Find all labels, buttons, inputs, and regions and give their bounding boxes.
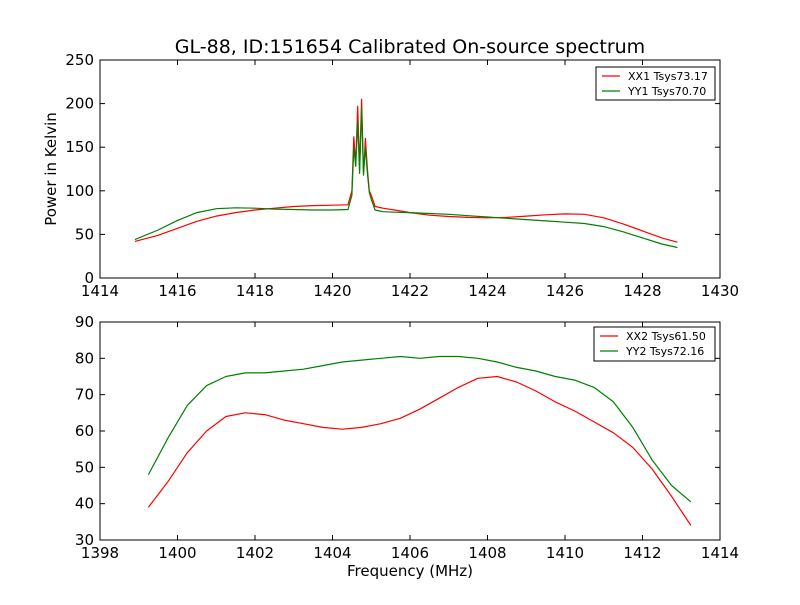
chart-top-title: GL-88, ID:151654 Calibrated On-source sp… — [175, 36, 645, 58]
chart-bottom-xlabel: Frequency (MHz) — [347, 562, 473, 580]
chart-bottom-xtick-label: 1398 — [81, 544, 119, 562]
chart-top-ytick-label: 250 — [65, 51, 94, 69]
chart-top-ytick-label: 150 — [65, 138, 94, 156]
chart-top-ytick-label: 50 — [75, 225, 94, 243]
chart-bottom: Frequency (MHz) 1398 1400 1402 1404 1406 1408… — [75, 313, 739, 580]
chart-top-xtick-label: 1428 — [623, 282, 661, 300]
chart-top-ylabel: Power in Kelvin — [42, 112, 60, 226]
chart-bottom-xtick-label: 1408 — [468, 544, 506, 562]
chart-bottom-xtick-label: 1412 — [623, 544, 661, 562]
chart-top-xtick-label: 1426 — [546, 282, 584, 300]
chart-bottom-series-0-line — [147, 375, 692, 526]
chart-bottom-ytick-label: 80 — [75, 349, 94, 367]
chart-top-ytick-label: 0 — [84, 269, 94, 287]
chart-bottom-xtick-label: 1404 — [313, 544, 351, 562]
chart-bottom-legend-box — [593, 326, 716, 362]
chart-top: GL-88, ID:151654 Calibrated On-source sp… — [42, 36, 739, 300]
chart-top-xtick-label: 1414 — [81, 282, 119, 300]
chart-bottom-ytick-label: 90 — [75, 313, 94, 331]
chart-top-xtick-label: 1418 — [236, 282, 274, 300]
chart-bottom-ticks: 1398 1400 1402 1404 1406 1408 1410 1412 1414 30 40… — [75, 313, 739, 562]
chart-bottom-ytick-label: 30 — [75, 531, 94, 549]
chart-top-legend-label-0: XX1 Tsys73.17 — [628, 70, 708, 83]
chart-bottom-xtick-label: 1402 — [236, 544, 274, 562]
chart-bottom-ytick-label: 70 — [75, 386, 94, 404]
chart-bottom-legend: XX2 Tsys61.50 YY2 Tsys72.16 — [593, 326, 716, 362]
chart-bottom-ytick-label: 60 — [75, 422, 94, 440]
chart-bottom-legend-label-0: XX2 Tsys61.50 — [626, 330, 706, 343]
chart-bottom-xtick-label: 1406 — [391, 544, 429, 562]
chart-top-ticks: 1414 1416 1418 1420 1422 1424 1426 1428 1430 0 50 1… — [65, 51, 739, 300]
chart-top-series-1-line — [134, 107, 678, 249]
chart-top-ytick-label: 200 — [65, 95, 94, 113]
chart-bottom-legend-label-1: YY2 Tsys72.16 — [625, 345, 704, 358]
chart-top-legend: XX1 Tsys73.17 YY1 Tsys70.70 — [595, 66, 716, 101]
chart-top-ytick-label: 100 — [65, 182, 94, 200]
chart-bottom-xtick-label: 1414 — [701, 544, 739, 562]
chart-top-xtick-label: 1422 — [391, 282, 429, 300]
chart-bottom-series-1-line — [147, 355, 692, 503]
chart-bottom-ytick-label: 50 — [75, 458, 94, 476]
chart-bottom-xtick-label: 1400 — [158, 544, 196, 562]
chart-top-xtick-label: 1416 — [158, 282, 196, 300]
chart-bottom-ytick-label: 40 — [75, 495, 94, 513]
chart-bottom-series — [147, 355, 692, 526]
chart-top-legend-box — [595, 66, 716, 101]
chart-top-legend-label-1: YY1 Tsys70.70 — [627, 85, 706, 98]
chart-top-xtick-label: 1430 — [701, 282, 739, 300]
chart-bottom-xtick-label: 1410 — [546, 544, 584, 562]
chart-top-xtick-label: 1420 — [313, 282, 351, 300]
chart-top-series — [134, 98, 678, 249]
chart-top-xtick-label: 1424 — [468, 282, 506, 300]
